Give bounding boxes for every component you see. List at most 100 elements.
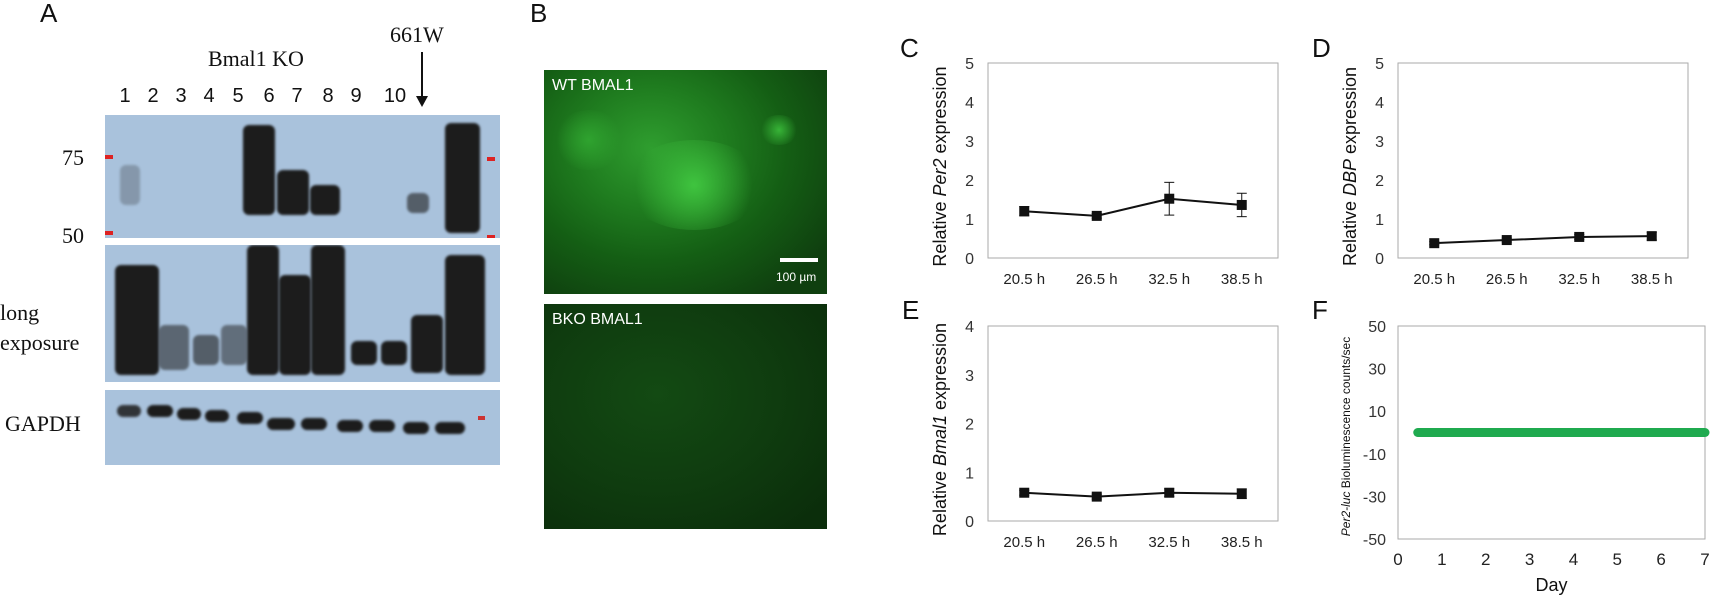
blot-band xyxy=(115,265,159,375)
cell-cluster xyxy=(624,140,764,230)
micrograph-wt: WT BMAL1 100 µm xyxy=(544,70,827,294)
data-point xyxy=(1164,487,1175,498)
chart-bmal1: 0 1 2 3 4 20.5 h 26.5 h 32.5 h 38.5 h Relative Bm… xyxy=(930,319,1279,551)
panel-label-d: D xyxy=(1312,33,1331,63)
data-point xyxy=(1501,235,1512,246)
x-tick-label: 0 xyxy=(1393,550,1402,569)
x-tick-label: 5 xyxy=(1613,550,1622,569)
data-point xyxy=(1236,488,1247,499)
y-tick-label: 5 xyxy=(1375,56,1384,73)
y-axis-label: Relative Per2 expression xyxy=(930,66,950,266)
y-tick-label: -10 xyxy=(1363,447,1386,464)
x-tick-label: 38.5 h xyxy=(1221,271,1263,288)
scale-bar-label: 100 µm xyxy=(776,270,817,284)
y-tick-label: 50 xyxy=(1368,319,1386,336)
lane-number: 1 xyxy=(119,85,131,107)
blot-band xyxy=(310,185,340,215)
y-axis-label: Relative Bmal1 expression xyxy=(930,323,950,536)
panel-label-e: E xyxy=(902,295,920,325)
y-tick-label: 30 xyxy=(1368,362,1386,379)
plot-frame xyxy=(987,62,1279,259)
y-tick-label: 3 xyxy=(1375,134,1384,151)
row-label-exposure: exposure xyxy=(0,330,80,355)
data-point xyxy=(1019,487,1030,498)
series-line xyxy=(1024,491,1242,498)
y-tick-label: 0 xyxy=(965,514,974,531)
lane-number: 6 xyxy=(263,85,275,107)
blot-band xyxy=(177,408,201,420)
blot-band xyxy=(193,335,219,365)
y-tick-label: 2 xyxy=(1375,173,1384,190)
lane-number: 4 xyxy=(203,85,215,107)
lane-number: 2 xyxy=(147,85,159,107)
chart-dbp: 0 1 2 3 4 5 20.5 h 26.5 h 32.5 h 38.5 h Relative D… xyxy=(1340,56,1689,288)
blot-group-label: Bmal1 KO xyxy=(208,46,304,71)
lane-number: 5 xyxy=(232,85,244,107)
blot-gapdh xyxy=(105,390,500,465)
y-tick-label: 0 xyxy=(1375,251,1384,268)
data-point xyxy=(1646,231,1657,242)
blot-band xyxy=(381,341,407,365)
y-tick-label: 2 xyxy=(965,417,974,434)
data-point xyxy=(1091,210,1102,221)
blot-band xyxy=(411,315,443,373)
lane-number: 8 xyxy=(322,85,334,107)
blot-band xyxy=(277,170,309,215)
x-tick-label: 20.5 h xyxy=(1413,271,1455,288)
marker-tick xyxy=(487,157,495,161)
blot-band xyxy=(445,123,480,233)
panel-label-a: A xyxy=(40,0,58,28)
x-tick-label: 2 xyxy=(1481,550,1490,569)
blot-band xyxy=(120,165,140,205)
blot-control-label: 661W xyxy=(390,22,444,47)
x-tick-label: 20.5 h xyxy=(1003,534,1045,551)
blot-band xyxy=(445,255,485,375)
blot-band xyxy=(205,410,229,422)
blot-band xyxy=(351,341,377,365)
panel-label-f: F xyxy=(1312,295,1328,325)
x-tick-label: 20.5 h xyxy=(1003,271,1045,288)
y-tick-label: 1 xyxy=(965,212,974,229)
blot-band xyxy=(407,193,429,213)
blot-band xyxy=(301,418,327,430)
marker-tick xyxy=(487,235,495,238)
y-tick-label: 2 xyxy=(965,173,974,190)
y-tick-label: 5 xyxy=(965,56,974,73)
row-label-gapdh: GAPDH xyxy=(5,411,81,436)
row-label-long: long xyxy=(0,300,40,325)
plot-frame xyxy=(1397,62,1689,259)
series-line xyxy=(1434,235,1652,245)
y-tick-label: 0 xyxy=(965,251,974,268)
micrograph-bottom-label: BKO BMAL1 xyxy=(552,311,643,328)
blot-band xyxy=(369,420,395,432)
panel-label-b: B xyxy=(530,0,548,28)
marker-tick xyxy=(105,231,113,235)
micrograph-top-label: WT BMAL1 xyxy=(552,77,634,94)
data-point xyxy=(1236,199,1247,210)
lane-number: 7 xyxy=(291,85,303,107)
blot-band xyxy=(237,412,263,424)
blot-band xyxy=(403,422,429,434)
y-tick-label: 1 xyxy=(1375,212,1384,229)
x-tick-label: 32.5 h xyxy=(1148,271,1190,288)
blot-band xyxy=(435,422,465,434)
x-tick-label: 26.5 h xyxy=(1486,271,1528,288)
series-line xyxy=(1024,197,1242,217)
y-tick-label: 4 xyxy=(965,95,974,112)
marker-75: 75 xyxy=(62,145,84,170)
blot-band xyxy=(243,125,275,215)
blot-band xyxy=(159,325,189,370)
y-tick-label: 1 xyxy=(965,465,974,482)
y-tick-label: -30 xyxy=(1363,489,1386,506)
scale-bar xyxy=(780,258,818,262)
lane-number: 3 xyxy=(175,85,187,107)
y-tick-label: 3 xyxy=(965,134,974,151)
x-tick-label: 32.5 h xyxy=(1558,271,1600,288)
data-point xyxy=(1164,193,1175,204)
y-tick-label: 4 xyxy=(1375,95,1384,112)
blot-band xyxy=(337,420,363,432)
marker-tick xyxy=(478,416,485,420)
lane-number: 9 xyxy=(350,85,362,107)
x-tick-label: 3 xyxy=(1525,550,1534,569)
plot-frame xyxy=(987,325,1279,522)
